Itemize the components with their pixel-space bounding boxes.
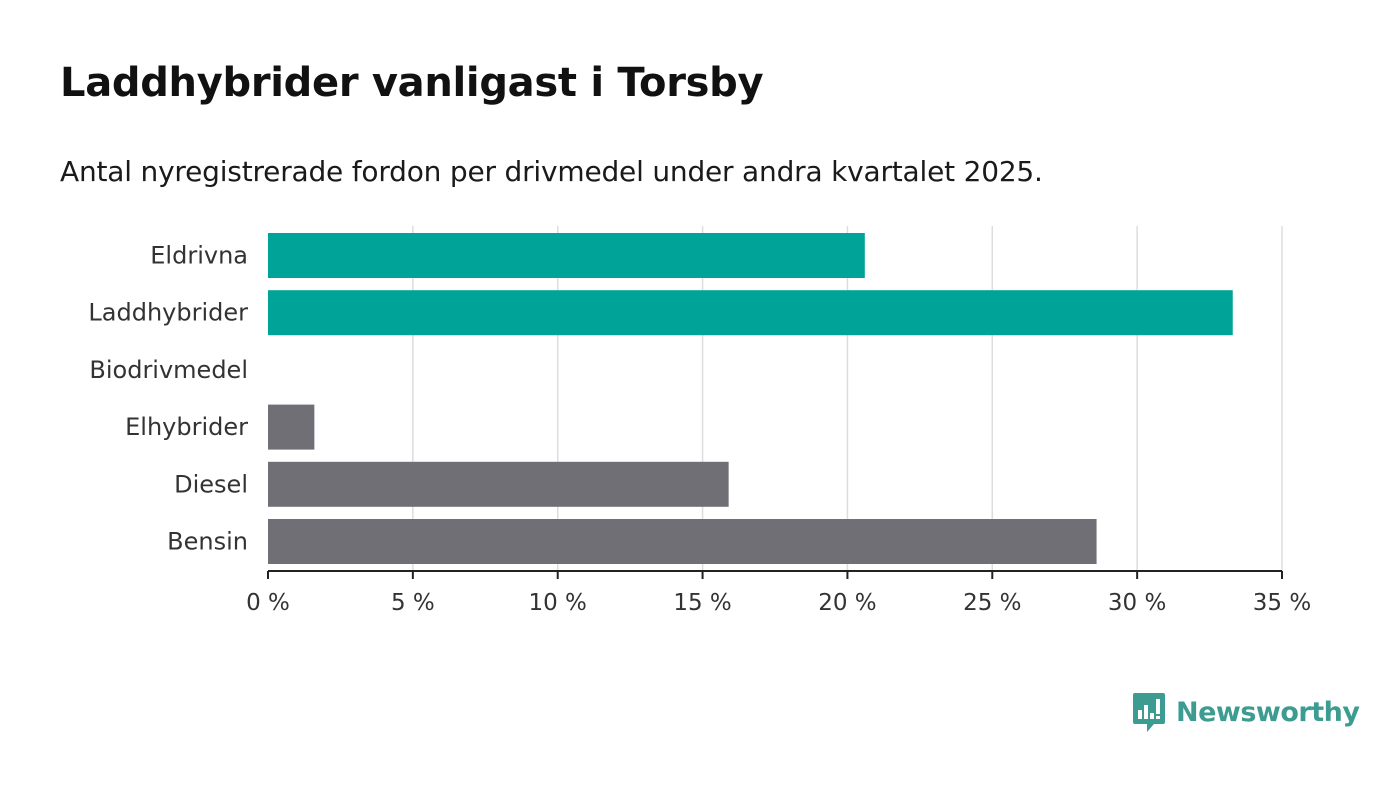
x-axis: 0 % 5 % 10 % 15 % 20 % 25 % 30 % 35 % <box>246 570 1311 616</box>
bar-eldrivna <box>268 233 865 278</box>
category-label: Diesel <box>174 470 248 498</box>
bar-chart-speech-bubble-icon <box>1133 693 1165 732</box>
bar-bensin <box>268 519 1097 564</box>
chart-title: Laddhybrider vanligast i Torsby <box>60 60 764 106</box>
brand-logo: Newsworthy <box>1132 690 1360 734</box>
category-label: Bensin <box>167 528 248 556</box>
bar-diesel <box>268 461 729 507</box>
chart-subtitle: Antal nyregistrerade fordon per drivmede… <box>60 155 1043 188</box>
x-tick-label: 20 % <box>818 590 876 616</box>
bar-elhybrider <box>268 404 315 450</box>
x-tick-label: 15 % <box>673 590 731 616</box>
x-tick-label: 35 % <box>1253 590 1311 616</box>
x-tick-label: 30 % <box>1108 590 1166 616</box>
brand-name: Newsworthy <box>1176 696 1360 728</box>
bar-laddhybrider <box>268 290 1233 336</box>
x-tick-label: 0 % <box>246 590 290 616</box>
x-tick-label: 5 % <box>391 590 435 616</box>
category-label: Elhybrider <box>125 413 248 441</box>
x-tick-label: 25 % <box>963 590 1021 616</box>
bars <box>268 233 1233 564</box>
x-tick-label: 10 % <box>528 590 586 616</box>
category-label: Laddhybrider <box>88 299 248 327</box>
grid-lines <box>412 226 1283 571</box>
category-label: Biodrivmedel <box>89 356 248 384</box>
category-label: Eldrivna <box>150 242 248 270</box>
category-labels: Eldrivna Laddhybrider Biodrivmedel Elhybrid… <box>88 242 248 556</box>
